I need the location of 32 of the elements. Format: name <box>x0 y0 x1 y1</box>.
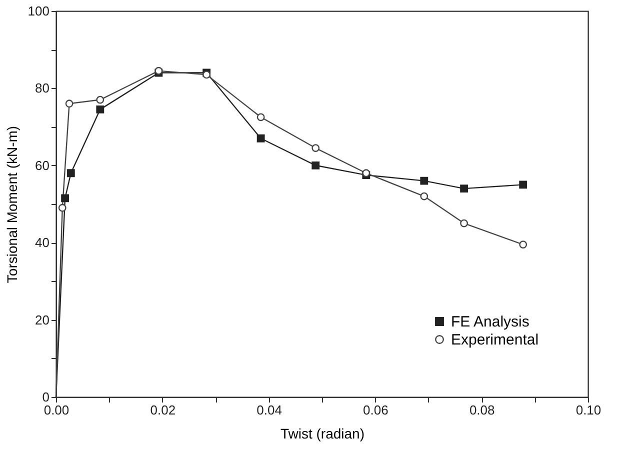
y-tick-label: 80 <box>35 80 50 96</box>
x-tick-label: 0.10 <box>576 402 602 418</box>
x-tick-label: 0.00 <box>44 402 70 418</box>
x-tick-label: 0.04 <box>256 402 282 418</box>
point <box>519 180 528 189</box>
y-tick-label: 60 <box>35 158 50 173</box>
point <box>312 144 320 152</box>
y-tick-label: 100 <box>28 4 50 18</box>
point <box>256 134 265 142</box>
y-tick-label: 20 <box>35 312 50 328</box>
y-tick-label: 40 <box>35 235 50 250</box>
point <box>312 161 320 170</box>
point <box>420 192 428 200</box>
x-tick-label: 0.08 <box>469 402 495 418</box>
legend-label: FE Analysis <box>451 314 530 330</box>
point <box>256 113 265 122</box>
point <box>66 169 75 178</box>
x-tick-label: 0.06 <box>363 402 388 418</box>
x-axis-title: Twist (radian) <box>280 426 365 442</box>
y-tick-label: 0 <box>42 390 50 404</box>
point <box>61 194 69 202</box>
point <box>96 105 104 114</box>
point <box>58 204 66 212</box>
point <box>420 176 428 185</box>
point <box>519 240 528 248</box>
point <box>460 184 468 193</box>
legend-label: Experimental <box>451 332 539 348</box>
point <box>96 96 104 104</box>
point <box>65 100 74 108</box>
point <box>460 219 468 228</box>
x-tick-label: 0.02 <box>150 402 176 418</box>
y-axis-title: Torsional Moment (kN-m) <box>4 126 20 284</box>
